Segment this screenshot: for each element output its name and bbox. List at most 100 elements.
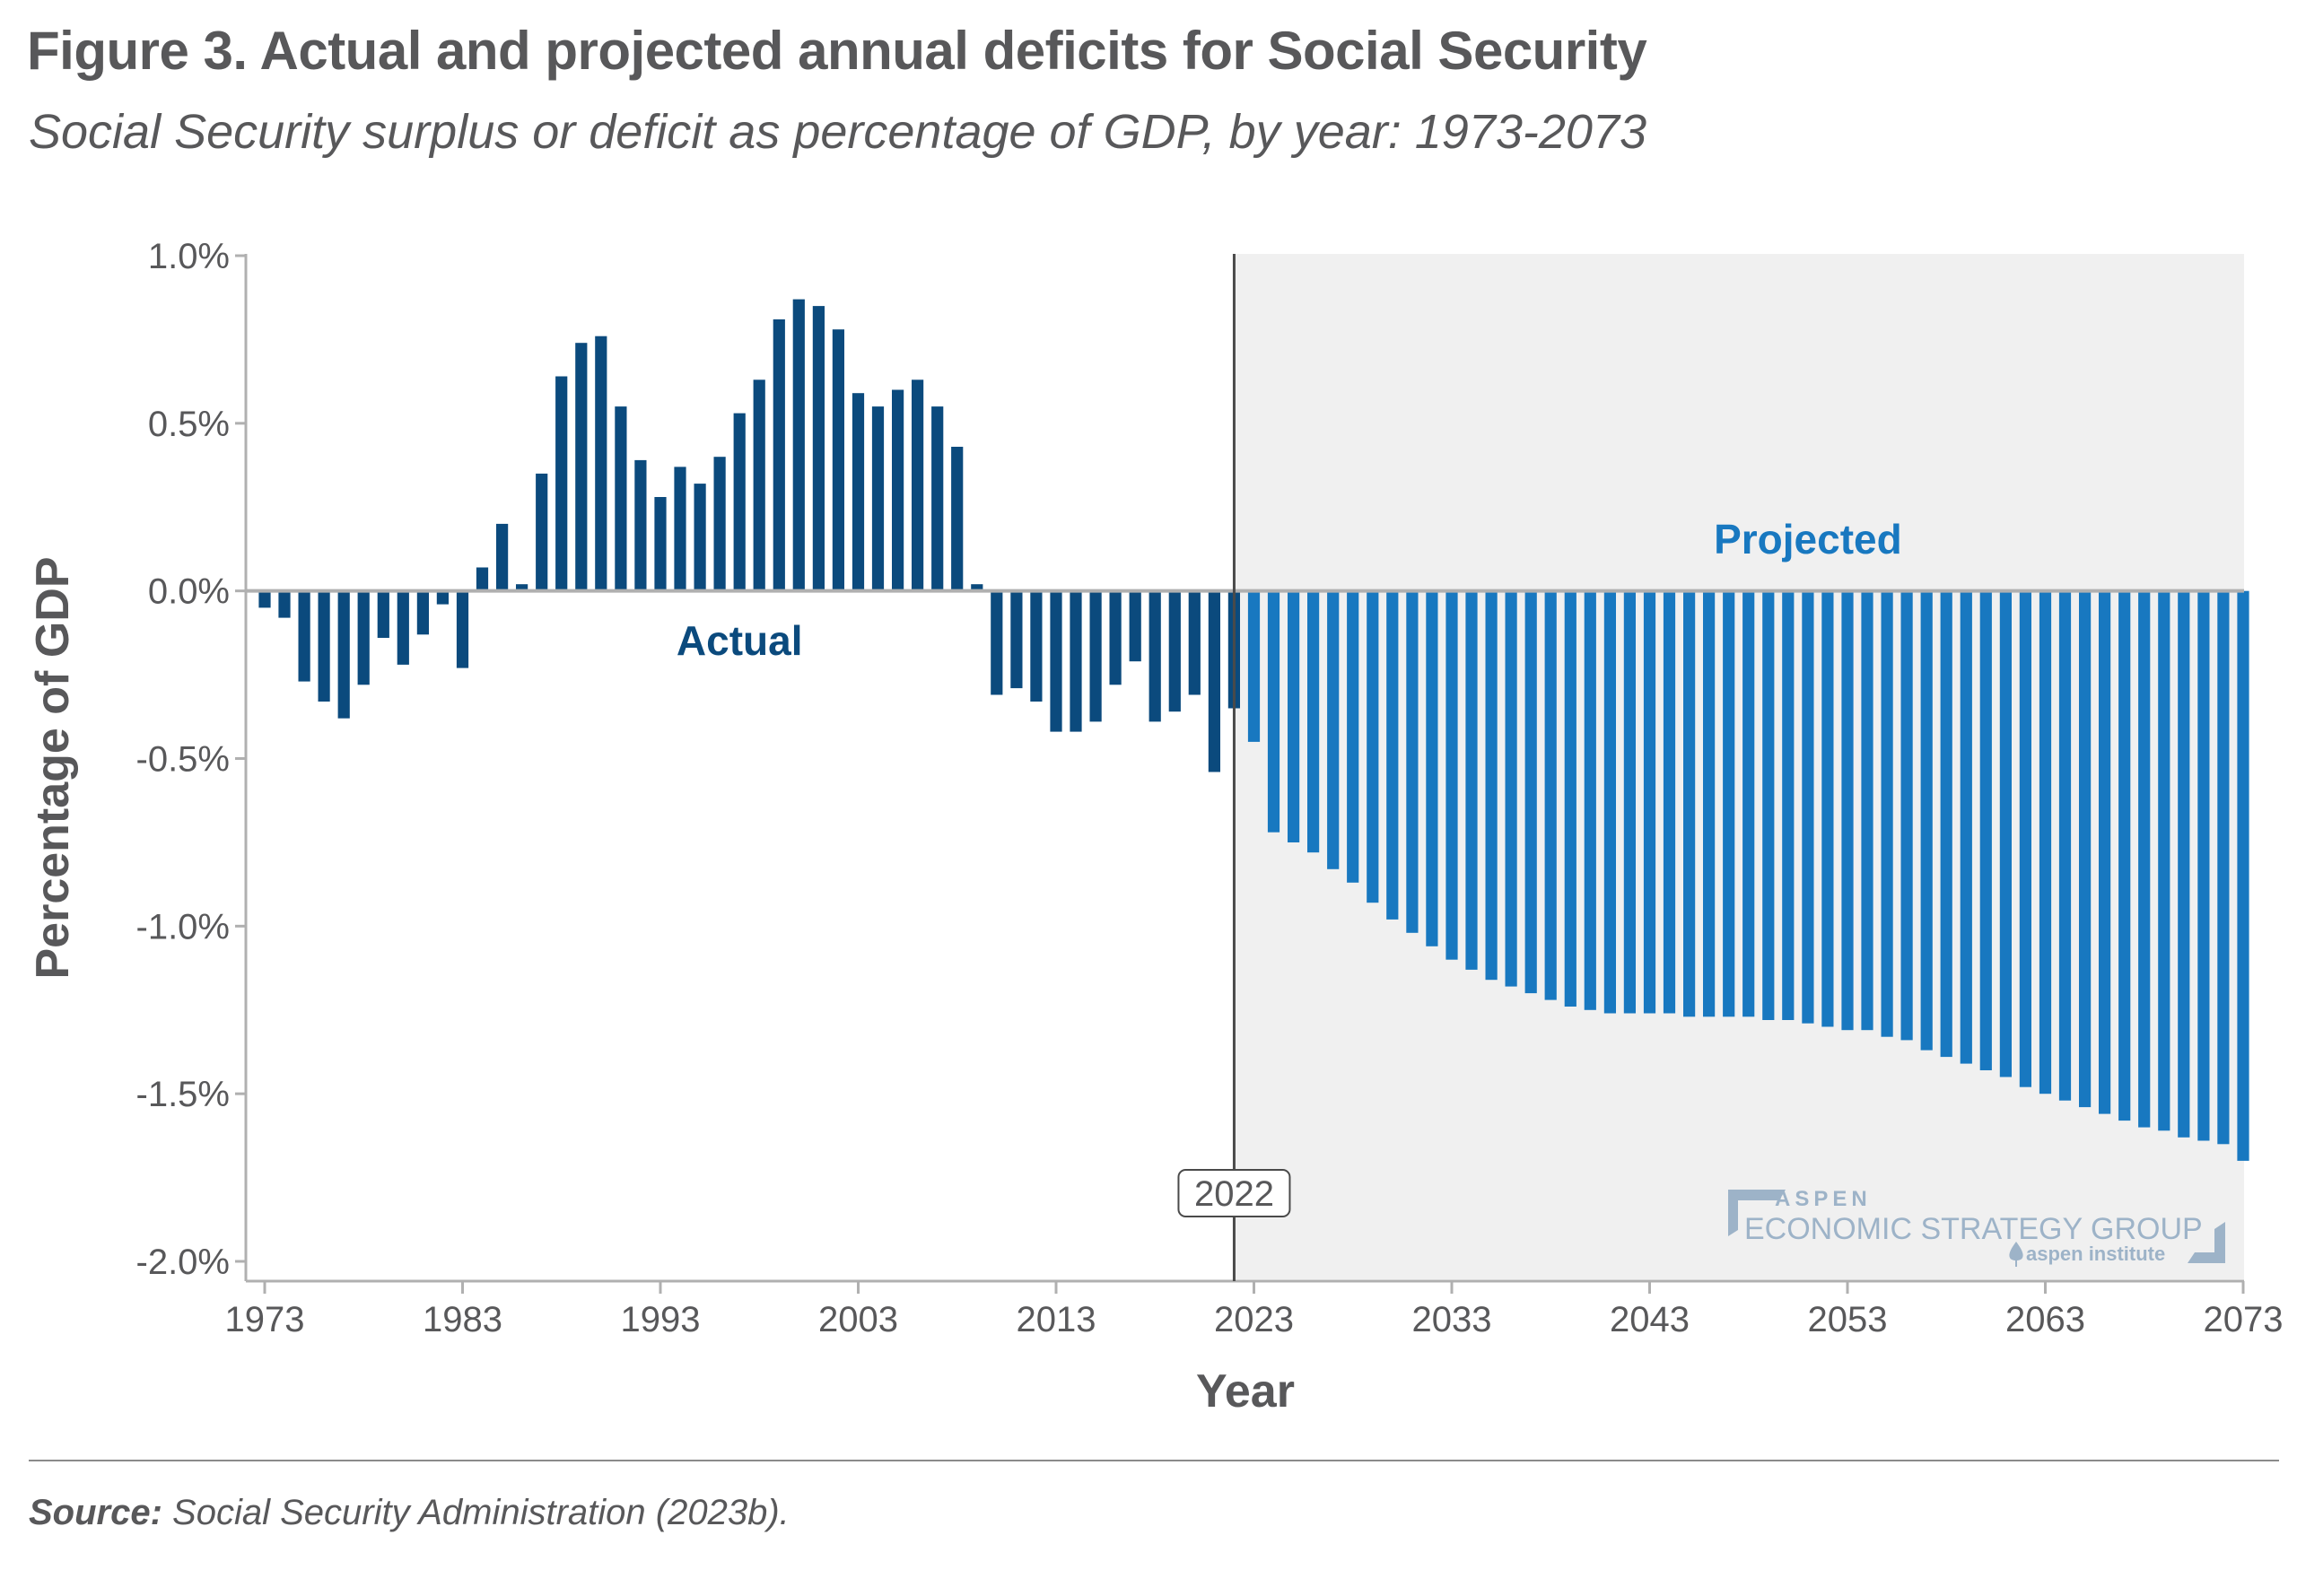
bar-actual-2010	[991, 590, 1003, 695]
bar-projected-2072	[2217, 590, 2230, 1145]
x-tick-label: 2043	[1610, 1300, 1690, 1339]
bar-projected-2057	[1920, 590, 1933, 1051]
bar-projected-2042	[1623, 590, 1636, 1014]
logo-line-aspen: ASPEN	[1775, 1187, 1872, 1211]
bar-projected-2038	[1544, 590, 1557, 1000]
y-axis-ticks: 1.0% 0.5% 0.0% -0.5% -1.0% -1.5% -2.0%	[136, 237, 246, 1282]
bar-actual-1975	[298, 590, 310, 682]
y-tick-label: -1.0%	[136, 907, 231, 946]
bar-projected-2034	[1465, 590, 1478, 970]
bar-projected-2065	[2079, 590, 2092, 1108]
bar-actual-1978	[357, 590, 370, 685]
bar-actual-1996	[713, 457, 726, 591]
bar-projected-2037	[1524, 590, 1537, 994]
logo-bracket-left-icon	[1728, 1190, 1786, 1236]
x-tick-label: 1983	[423, 1300, 502, 1339]
bar-actual-1981	[416, 590, 429, 635]
bar-actual-2007	[931, 406, 944, 591]
annotation-projected: Projected	[1714, 516, 1902, 563]
bar-actual-2001	[812, 306, 825, 591]
bar-actual-1977	[337, 590, 350, 719]
bar-actual-2006	[912, 379, 924, 591]
bar-projected-2028	[1347, 590, 1359, 883]
logo-line-esg: ECONOMIC STRATEGY GROUP	[1744, 1212, 2203, 1246]
bar-projected-2052	[1821, 590, 1834, 1027]
bar-actual-2003	[852, 393, 865, 591]
bar-projected-2061	[1999, 590, 2012, 1077]
bar-projected-2047	[1723, 590, 1735, 1017]
bar-projected-2029	[1367, 590, 1379, 903]
y-tick-label: -1.5%	[136, 1075, 231, 1114]
bar-projected-2053	[1841, 590, 1854, 1031]
bar-actual-1999	[773, 319, 785, 591]
x-axis-title: Year	[1196, 1365, 1295, 1417]
bar-projected-2048	[1742, 590, 1755, 1017]
x-tick-label: 2073	[2204, 1300, 2284, 1339]
y-tick-label: 0.5%	[148, 405, 230, 444]
bar-actual-2016	[1109, 590, 1122, 685]
bar-projected-2024	[1267, 590, 1280, 833]
bar-projected-2045	[1683, 590, 1696, 1017]
annotation-2022: 2022	[1177, 1169, 1291, 1217]
source-text: Social Security Administration (2023b).	[162, 1493, 790, 1532]
bar-projected-2044	[1663, 590, 1676, 1014]
bar-actual-1989	[575, 343, 588, 591]
bar-actual-1995	[694, 484, 706, 591]
bar-projected-2023	[1247, 590, 1261, 742]
bar-projected-2054	[1861, 590, 1873, 1031]
logo-bracket-right-icon	[2188, 1222, 2225, 1263]
bar-actual-2015	[1089, 590, 1102, 722]
x-axis-ticks: 1973 1983 1993 2003 2013 2023 2033 2043 2053 2063…	[225, 1281, 2284, 1339]
bar-actual-2018	[1148, 590, 1161, 722]
bar-actual-2013	[1050, 590, 1062, 732]
bar-actual-2019	[1168, 590, 1181, 712]
projected-region-background	[1234, 254, 2244, 1279]
bar-actual-1985	[496, 523, 509, 591]
bar-projected-2056	[1900, 590, 1913, 1041]
bar-projected-2067	[2118, 590, 2131, 1121]
bar-actual-1976	[318, 590, 330, 702]
bar-projected-2039	[1564, 590, 1576, 1007]
bar-projected-2035	[1485, 590, 1498, 981]
chart-subtitle: Social Security surplus or deficit as pe…	[29, 105, 1646, 159]
x-tick-label: 2013	[1017, 1300, 1096, 1339]
bar-actual-1990	[595, 336, 607, 591]
bar-actual-1987	[536, 473, 548, 591]
bar-actual-1998	[753, 379, 765, 591]
bar-projected-2033	[1445, 590, 1458, 960]
bar-actual-2014	[1070, 590, 1082, 732]
bar-projected-2031	[1406, 590, 1419, 933]
bar-projected-2064	[2058, 590, 2072, 1101]
footer-divider	[29, 1460, 2279, 1461]
bar-actual-1973	[258, 590, 271, 608]
bar-projected-2070	[2178, 590, 2190, 1138]
bar-projected-2059	[1960, 590, 1972, 1064]
bar-actual-2005	[892, 389, 904, 591]
bar-actual-2009	[971, 584, 983, 591]
bar-projected-2026	[1307, 590, 1320, 853]
source-label: Source:	[29, 1493, 162, 1532]
bar-projected-2046	[1703, 590, 1716, 1017]
y-axis-title: Percentage of GDP	[27, 556, 79, 979]
annotation-2022-box	[1177, 1169, 1291, 1217]
bar-actual-1992	[634, 459, 647, 591]
bar-projected-2058	[1940, 590, 1952, 1058]
bar-actual-1980	[397, 590, 409, 665]
bar-projected-2050	[1782, 590, 1795, 1020]
annotation-2022-label: 2022	[1194, 1174, 1274, 1214]
bar-actual-2012	[1030, 590, 1043, 702]
bar-projected-2040	[1584, 590, 1596, 1010]
bar-projected-2043	[1643, 590, 1656, 1014]
x-tick-label: 2053	[1808, 1300, 1888, 1339]
y-tick-label: -0.5%	[136, 740, 231, 780]
bar-actual-2000	[792, 299, 805, 591]
bar-projected-2062	[2019, 590, 2031, 1087]
x-tick-label: 2033	[1412, 1300, 1492, 1339]
x-tick-label: 2063	[2005, 1300, 2085, 1339]
bar-projected-2036	[1505, 590, 1517, 987]
bar-actual-1994	[674, 467, 686, 591]
bar-projected-2071	[2197, 590, 2210, 1141]
bar-projected-2030	[1386, 590, 1399, 920]
bar-projected-2069	[2158, 590, 2170, 1131]
